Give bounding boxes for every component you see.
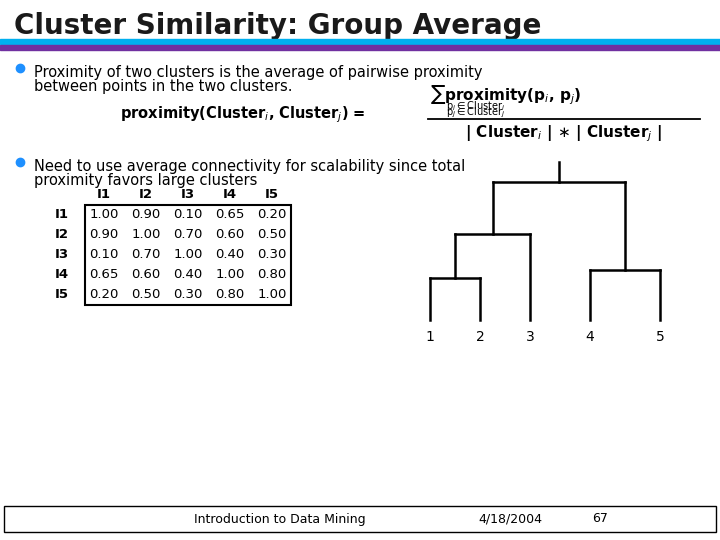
Text: 3: 3 <box>526 330 534 344</box>
Text: I3: I3 <box>55 248 69 261</box>
Text: 4/18/2004: 4/18/2004 <box>478 512 542 525</box>
Bar <box>0 39 720 44</box>
Text: 2: 2 <box>476 330 485 344</box>
Text: 67: 67 <box>592 512 608 525</box>
Text: 1.00: 1.00 <box>257 288 287 301</box>
Text: proximity favors large clusters: proximity favors large clusters <box>34 173 257 188</box>
Text: 0.90: 0.90 <box>131 208 161 221</box>
Text: 0.65: 0.65 <box>215 208 245 221</box>
Text: | Cluster$_i$ | $\ast$ | Cluster$_j$ |: | Cluster$_i$ | $\ast$ | Cluster$_j$ | <box>465 124 662 144</box>
Text: 0.60: 0.60 <box>131 268 161 281</box>
Bar <box>85 205 291 305</box>
Text: 0.30: 0.30 <box>174 288 203 301</box>
Text: I4: I4 <box>223 188 237 201</box>
Text: Proximity of two clusters is the average of pairwise proximity: Proximity of two clusters is the average… <box>34 65 482 80</box>
Text: I4: I4 <box>55 268 69 281</box>
Text: 0.10: 0.10 <box>89 248 119 261</box>
Text: p$_j$$\in$Cluster$_j$: p$_j$$\in$Cluster$_j$ <box>446 106 505 120</box>
Text: Introduction to Data Mining: Introduction to Data Mining <box>194 512 366 525</box>
Text: I3: I3 <box>181 188 195 201</box>
Text: 5: 5 <box>656 330 665 344</box>
Text: 1: 1 <box>426 330 434 344</box>
Text: I2: I2 <box>55 228 69 241</box>
Text: p$_i$$\in$Cluster$_i$: p$_i$$\in$Cluster$_i$ <box>446 99 505 113</box>
Text: 1.00: 1.00 <box>89 208 119 221</box>
Text: 4: 4 <box>585 330 595 344</box>
Text: 0.20: 0.20 <box>257 208 287 221</box>
Text: 0.40: 0.40 <box>174 268 202 281</box>
Text: 0.30: 0.30 <box>257 248 287 261</box>
Text: 1.00: 1.00 <box>131 228 161 241</box>
Text: between points in the two clusters.: between points in the two clusters. <box>34 79 292 94</box>
Text: proximity(Cluster$_i$, Cluster$_j$) =: proximity(Cluster$_i$, Cluster$_j$) = <box>120 105 366 125</box>
Text: 0.70: 0.70 <box>131 248 161 261</box>
Text: I5: I5 <box>55 288 69 301</box>
Text: 0.10: 0.10 <box>174 208 203 221</box>
Text: Need to use average connectivity for scalability since total: Need to use average connectivity for sca… <box>34 159 465 174</box>
Text: 0.65: 0.65 <box>89 268 119 281</box>
Text: I5: I5 <box>265 188 279 201</box>
Text: 0.90: 0.90 <box>89 228 119 241</box>
Text: 0.40: 0.40 <box>215 248 245 261</box>
Text: 0.70: 0.70 <box>174 228 203 241</box>
Text: 0.50: 0.50 <box>131 288 161 301</box>
Text: 0.80: 0.80 <box>215 288 245 301</box>
Text: 0.60: 0.60 <box>215 228 245 241</box>
Text: 0.50: 0.50 <box>257 228 287 241</box>
Text: $\sum$proximity(p$_i$, p$_j$): $\sum$proximity(p$_i$, p$_j$) <box>430 83 582 107</box>
Text: Cluster Similarity: Group Average: Cluster Similarity: Group Average <box>14 12 541 40</box>
Text: 0.20: 0.20 <box>89 288 119 301</box>
Text: 1.00: 1.00 <box>174 248 203 261</box>
Bar <box>0 45 720 50</box>
Text: I1: I1 <box>55 208 69 221</box>
Text: I1: I1 <box>97 188 111 201</box>
Text: 0.80: 0.80 <box>257 268 287 281</box>
Text: I2: I2 <box>139 188 153 201</box>
Text: 1.00: 1.00 <box>215 268 245 281</box>
Bar <box>4 506 716 532</box>
